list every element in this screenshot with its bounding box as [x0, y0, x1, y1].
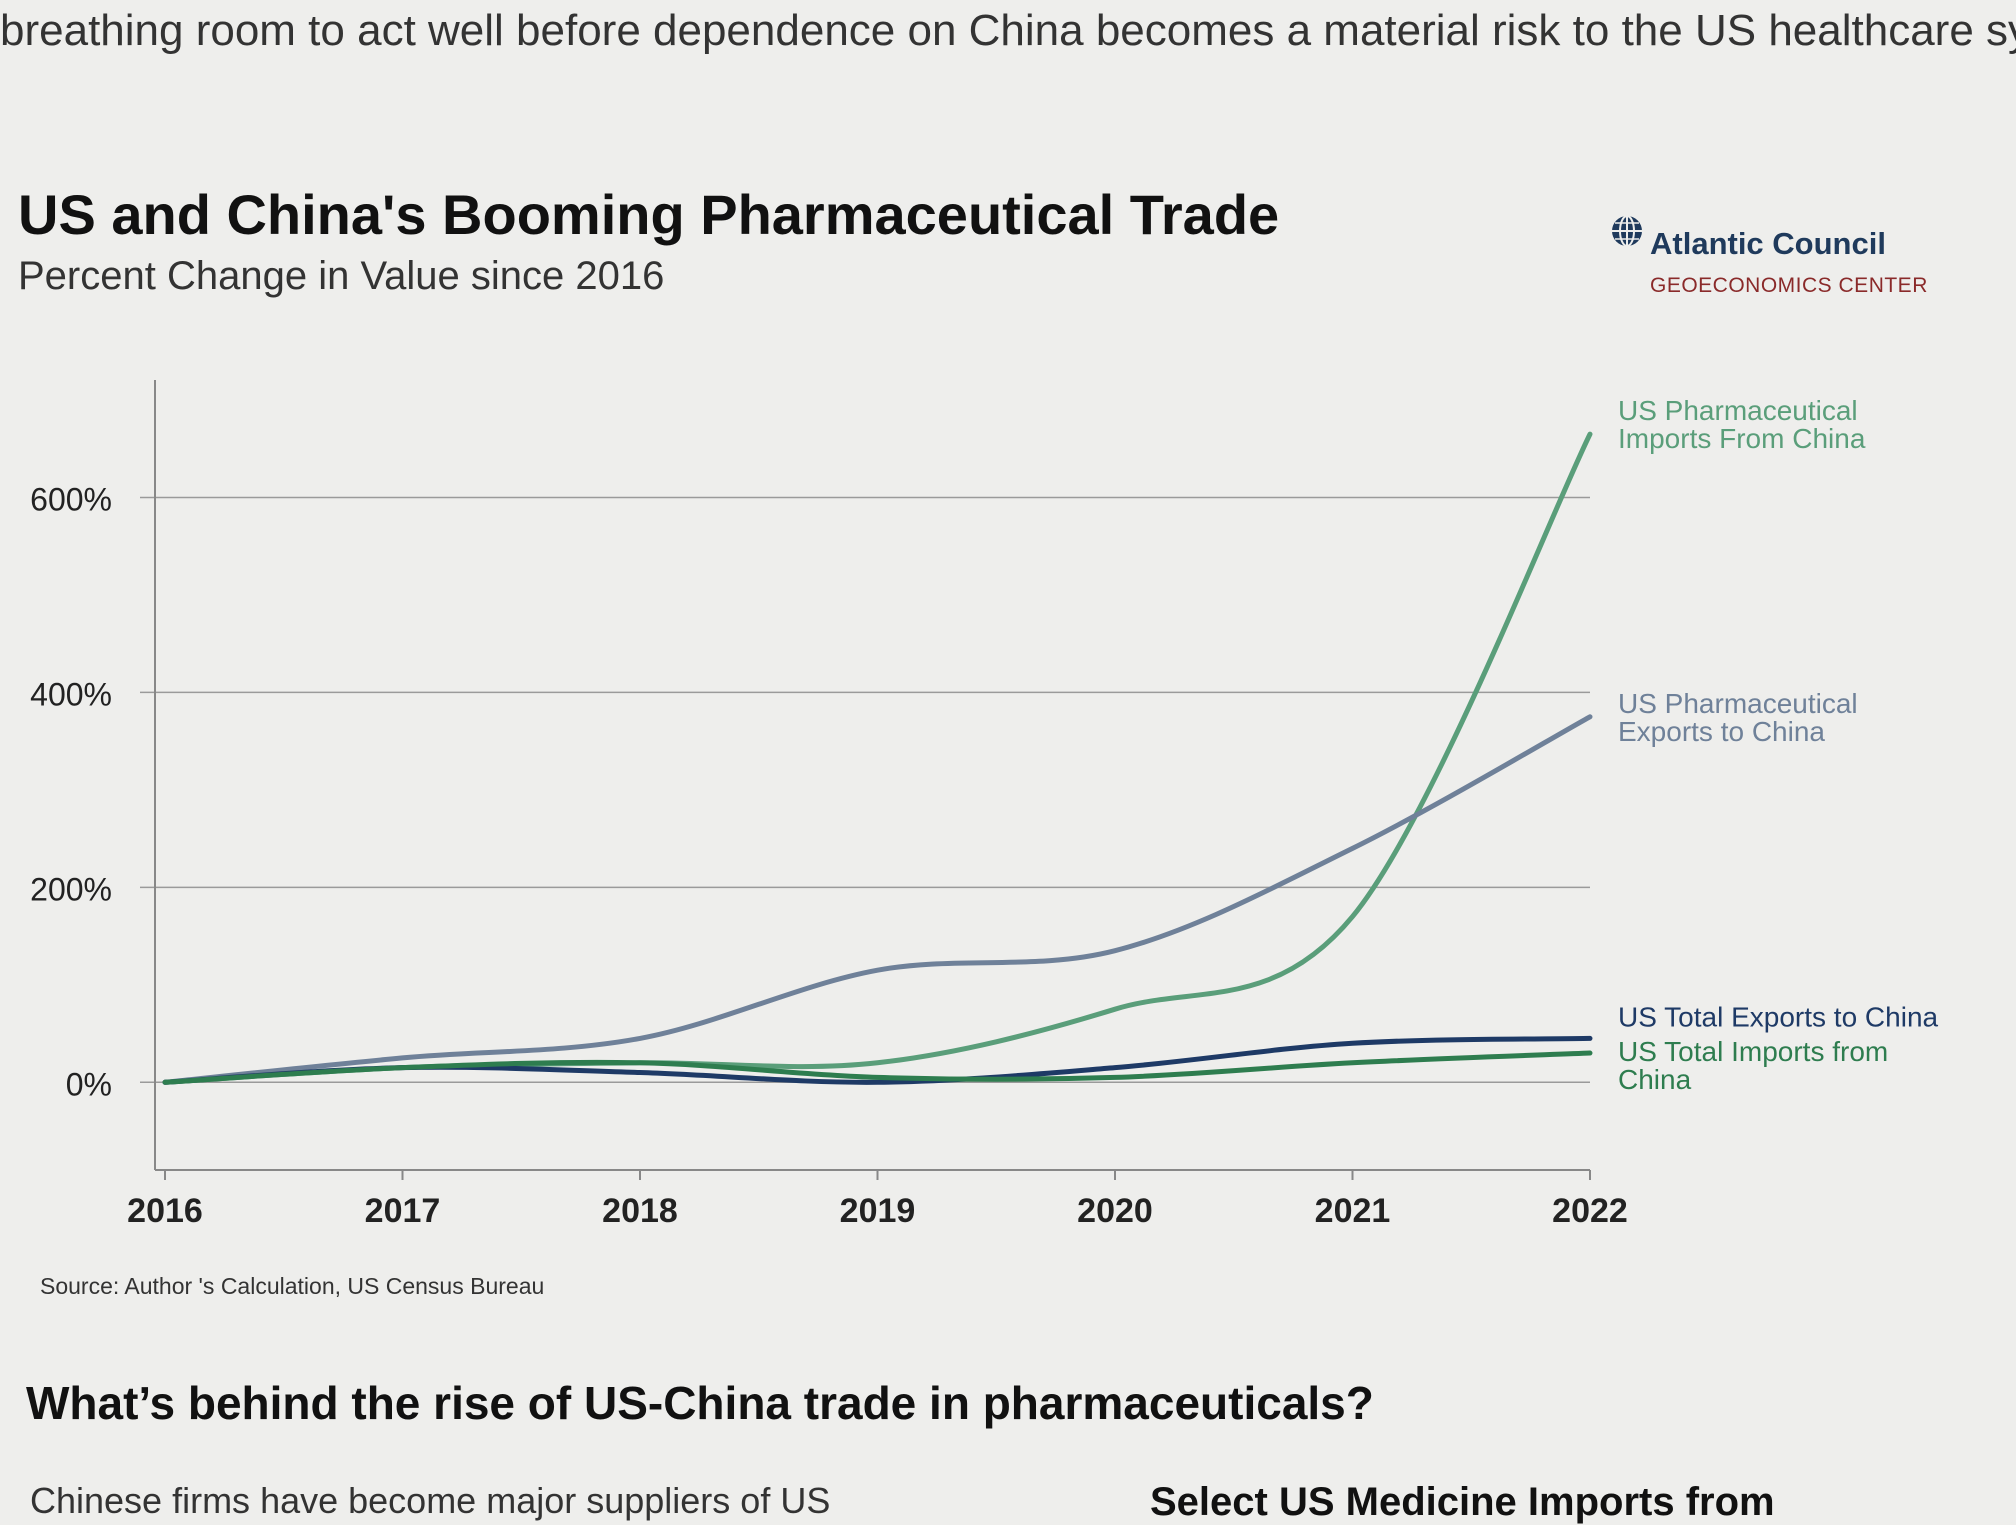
y-tick-label: 200%: [30, 871, 112, 907]
x-tick-label: 2022: [1552, 1192, 1628, 1230]
intro-paragraph: breathing room to act well before depend…: [0, 6, 2016, 55]
series-label: US Total Imports from China: [1618, 1036, 1888, 1095]
body-paragraph: Chinese firms have become major supplier…: [30, 1480, 831, 1521]
brand-name: Atlantic Council: [1650, 226, 1886, 261]
section-heading: What’s behind the rise of US-China trade…: [26, 1377, 1374, 1429]
chart-title: US and China's Booming Pharmaceutical Tr…: [18, 183, 1280, 246]
y-tick-label: 0%: [66, 1066, 112, 1102]
brand-subtitle: GEOECONOMICS CENTER: [1650, 274, 1928, 297]
series-label: US Total Exports to China: [1618, 1001, 1939, 1032]
chart-subtitle: Percent Change in Value since 2016: [18, 254, 665, 298]
series-label: US Pharmaceutical Imports From China: [1618, 395, 1866, 454]
x-tick-label: 2016: [127, 1192, 203, 1230]
series-line: [162, 714, 1593, 1085]
sidebar-heading: Select US Medicine Imports from: [1150, 1480, 1775, 1524]
series-line: [162, 1050, 1593, 1085]
line-chart: 0% 200% 400% 600% 2016 2017 2018 2019 2020 2021 20…: [30, 380, 1939, 1230]
x-tick-label: 2018: [602, 1192, 678, 1230]
x-tick-label: 2021: [1315, 1192, 1391, 1230]
y-tick-label: 600%: [30, 481, 112, 517]
x-tick-label: 2017: [365, 1192, 441, 1230]
series-label: US Pharmaceutical Exports to China: [1618, 688, 1858, 747]
y-tick-label: 400%: [30, 676, 112, 712]
x-tick-label: 2020: [1077, 1192, 1153, 1230]
chart-source: Source: Author 's Calculation, US Census…: [40, 1273, 545, 1299]
x-tick-label: 2019: [840, 1192, 916, 1230]
series-line: [162, 431, 1593, 1085]
globe-icon: [1612, 215, 1642, 247]
